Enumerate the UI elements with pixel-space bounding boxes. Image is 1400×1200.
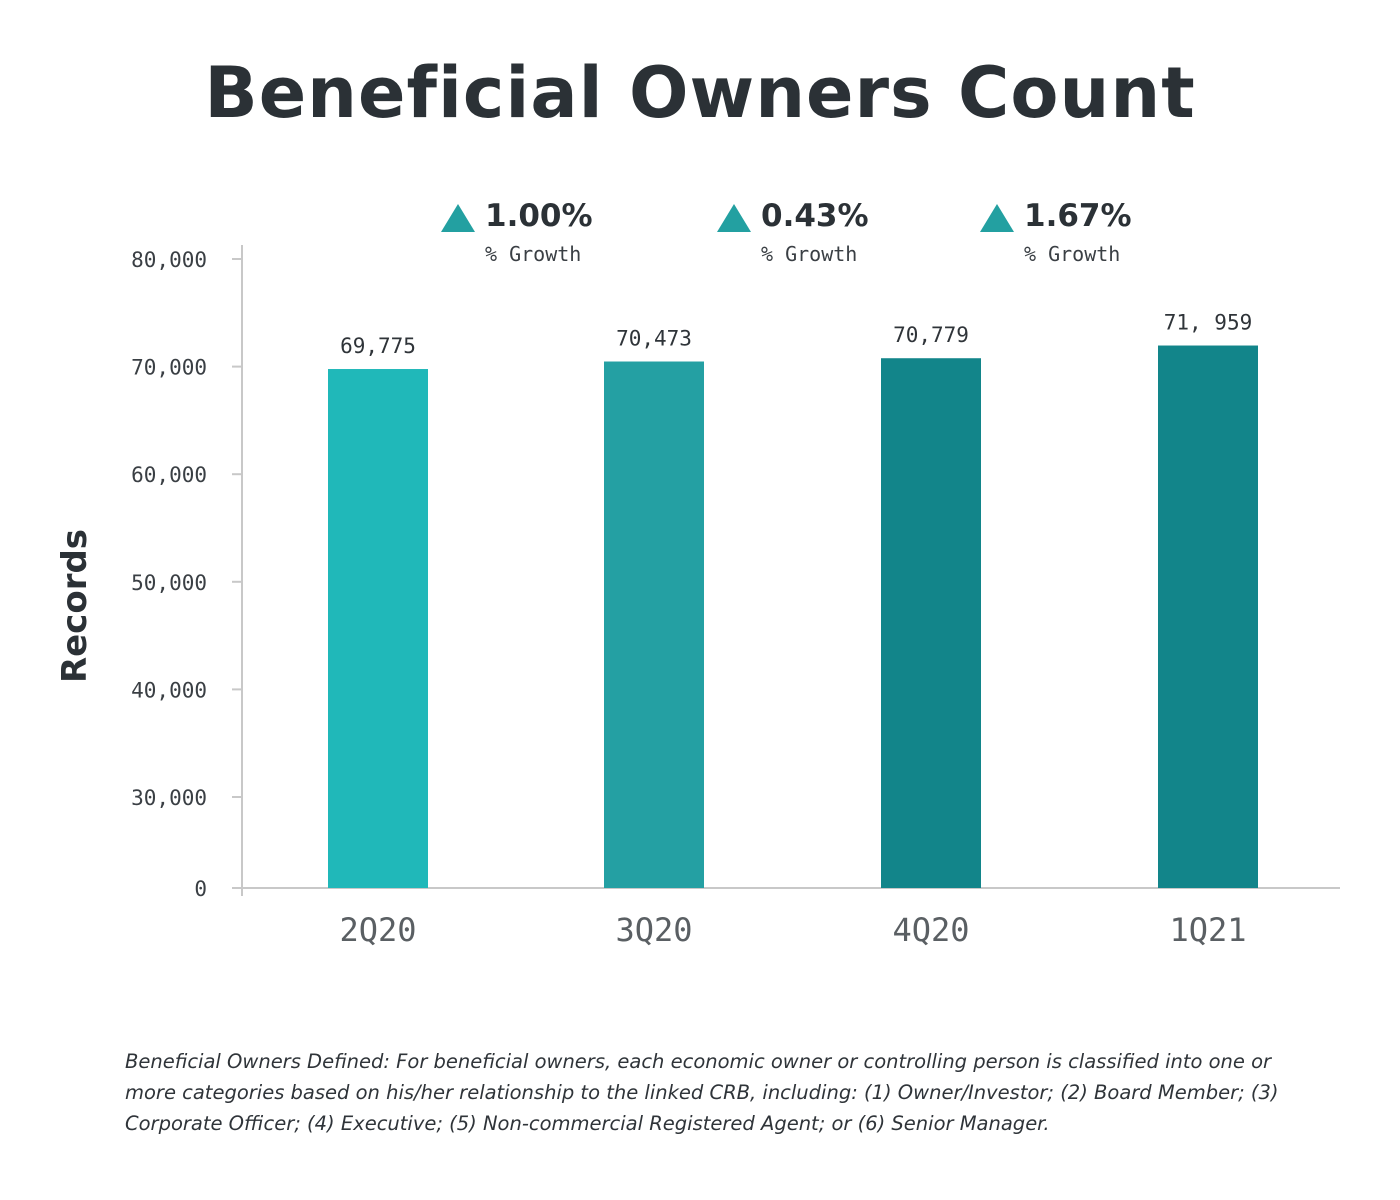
bar-chart: 0 30,000 40,000 50,000 60,000 70,000 80,000 69…	[131, 245, 1340, 949]
data-label: 71, 959	[1164, 311, 1253, 335]
y-ticks: 0 30,000 40,000 50,000 60,000 70,000 80,000	[131, 248, 242, 901]
y-tick-label: 30,000	[131, 786, 207, 810]
growth-value: 0.43%	[761, 198, 869, 234]
bars: 69,775 70,473 70,779 71, 959	[328, 311, 1258, 889]
triangle-up-icon	[717, 204, 751, 232]
bar-3q20	[604, 361, 704, 889]
chart-title: Beneficial Owners Count	[204, 52, 1196, 134]
growth-label: % Growth	[761, 242, 858, 266]
data-label: 70,473	[616, 327, 692, 351]
y-tick-label: 40,000	[131, 678, 207, 702]
triangle-up-icon	[441, 204, 475, 232]
bar-1q21	[1158, 345, 1258, 889]
data-label: 70,779	[893, 323, 969, 347]
x-tick-label: 2Q20	[339, 911, 416, 949]
bar-4q20	[881, 358, 981, 888]
y-tick-label: 60,000	[131, 463, 207, 487]
footnote: Beneficial Owners Defined: For beneficia…	[125, 1050, 1279, 1135]
y-tick-label: 70,000	[131, 356, 207, 380]
growth-value: 1.67%	[1024, 198, 1132, 234]
y-tick-label: 50,000	[131, 571, 207, 595]
triangle-up-icon	[980, 204, 1014, 232]
growth-label: % Growth	[1024, 242, 1121, 266]
bar-2q20	[328, 369, 428, 888]
y-tick-label: 80,000	[131, 248, 207, 272]
x-ticks: 2Q20 3Q20 4Q20 1Q21	[339, 911, 1246, 949]
x-tick-label: 4Q20	[892, 911, 969, 949]
data-label: 69,775	[340, 334, 416, 358]
x-tick-label: 3Q20	[615, 911, 692, 949]
y-tick-label: 0	[194, 877, 207, 901]
growth-value: 1.00%	[485, 198, 593, 234]
growth-label: % Growth	[485, 242, 582, 266]
x-tick-label: 1Q21	[1169, 911, 1246, 949]
